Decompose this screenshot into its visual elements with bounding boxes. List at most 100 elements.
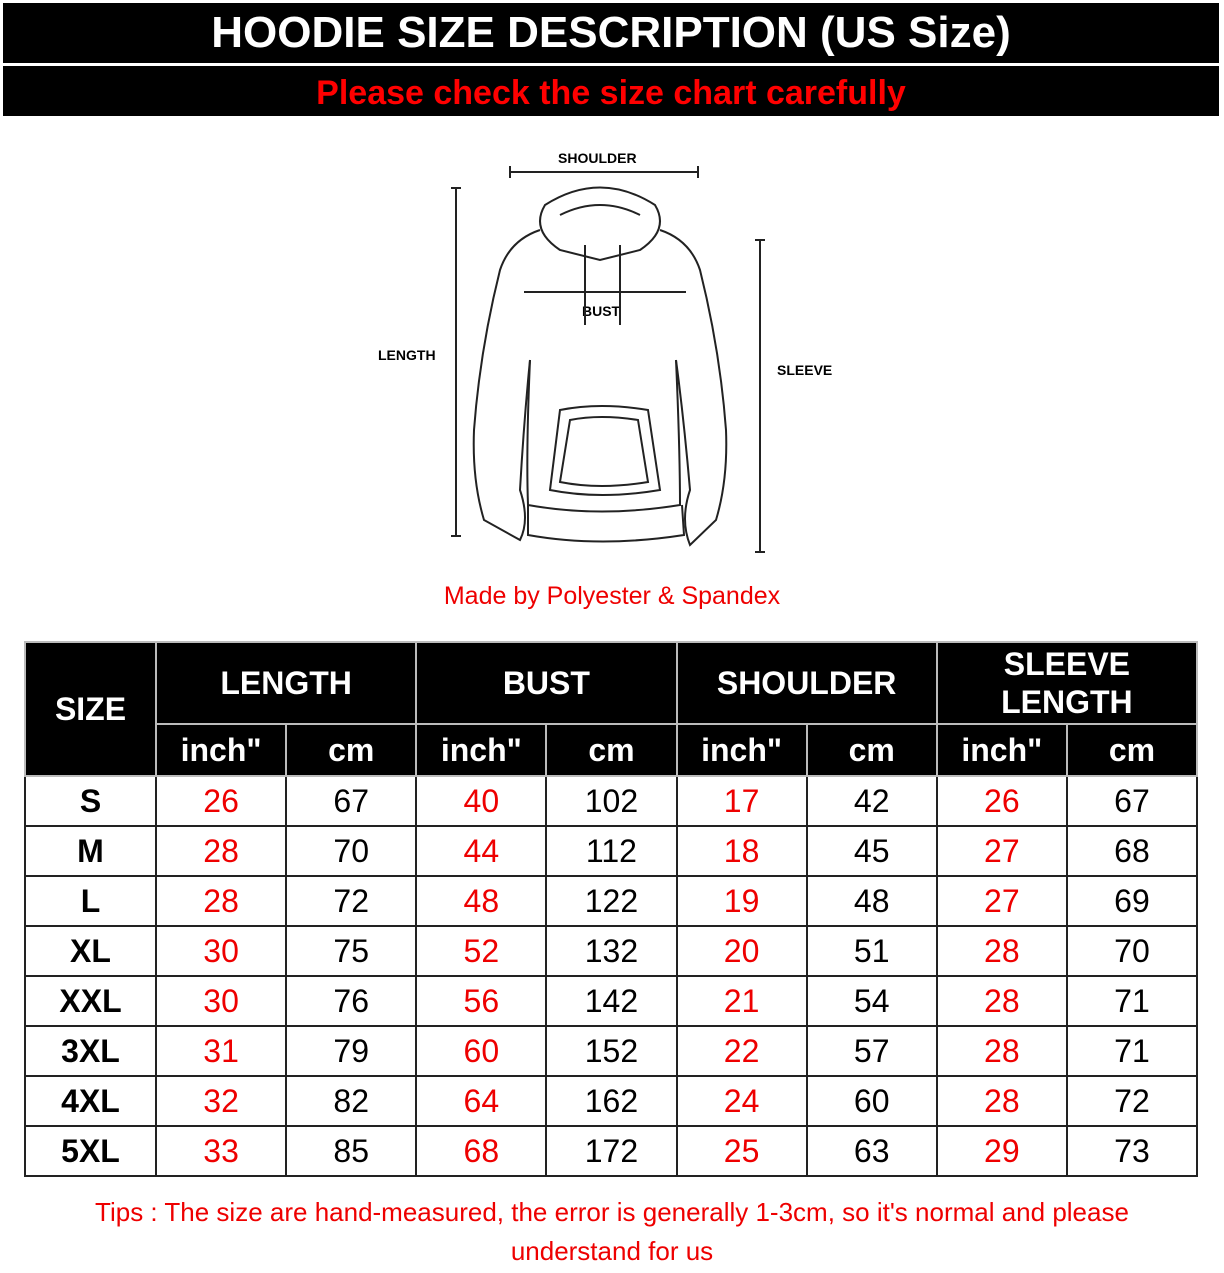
inch-cell: 48 (415, 875, 548, 927)
inch-cell: 22 (675, 1025, 808, 1077)
inch-cell: 28 (935, 925, 1068, 977)
inch-cell: 18 (675, 825, 808, 877)
unit-header: inch" (154, 723, 288, 777)
unit-header: cm (1065, 723, 1199, 777)
inch-cell: 64 (415, 1075, 548, 1127)
inch-cell: 31 (154, 1025, 288, 1077)
unit-header: cm (805, 723, 938, 777)
table-row: XXL 30 76 56 142 21 54 28 71 (24, 975, 1199, 1027)
cm-cell: 82 (285, 1075, 418, 1127)
cm-cell: 79 (285, 1025, 418, 1077)
tips-note: Tips : The size are hand-measured, the e… (95, 1197, 1129, 1266)
cm-cell: 172 (545, 1125, 678, 1177)
cm-cell: 51 (805, 925, 938, 977)
inch-cell: 29 (935, 1125, 1068, 1177)
inch-cell: 56 (415, 975, 548, 1027)
inch-cell: 20 (675, 925, 808, 977)
sleeve-label: SLEEVE (777, 362, 833, 378)
inch-cell: 27 (935, 875, 1068, 927)
inch-cell: 44 (415, 825, 548, 877)
cm-cell: 102 (545, 775, 678, 827)
inch-cell: 60 (415, 1025, 548, 1077)
bust-label: BUST (582, 303, 621, 319)
cm-cell: 142 (545, 975, 678, 1027)
inch-cell: 21 (675, 975, 808, 1027)
page-title: HOODIE SIZE DESCRIPTION (US Size) (3, 3, 1219, 63)
cm-cell: 71 (1065, 1025, 1199, 1077)
shoulder-header: SHOULDER (675, 641, 938, 725)
table-row: 3XL 31 79 60 152 22 57 28 71 (24, 1025, 1199, 1077)
inch-cell: 17 (675, 775, 808, 827)
cm-cell: 132 (545, 925, 678, 977)
inch-cell: 32 (154, 1075, 288, 1127)
cm-cell: 85 (285, 1125, 418, 1177)
inch-cell: 27 (935, 825, 1068, 877)
unit-header: cm (285, 723, 418, 777)
measure-lines (451, 166, 765, 553)
cm-cell: 76 (285, 975, 418, 1027)
bust-header: BUST (415, 641, 678, 725)
cm-cell: 112 (545, 825, 678, 877)
size-table: SIZE LENGTH BUST SHOULDER SLEEVE LENGTH … (24, 641, 1199, 1177)
inch-cell: 40 (415, 775, 548, 827)
table-row: 5XL 33 85 68 172 25 63 29 73 (24, 1125, 1199, 1177)
cm-cell: 152 (545, 1025, 678, 1077)
cm-cell: 71 (1065, 975, 1199, 1027)
cm-cell: 42 (805, 775, 938, 827)
size-header: SIZE (24, 641, 157, 777)
cm-cell: 70 (1065, 925, 1199, 977)
inch-cell: 28 (154, 825, 288, 877)
cm-cell: 45 (805, 825, 938, 877)
cm-cell: 122 (545, 875, 678, 927)
size-cell: 3XL (24, 1025, 157, 1077)
unit-header: inch" (935, 723, 1068, 777)
inch-cell: 68 (415, 1125, 548, 1177)
size-cell: L (24, 875, 157, 927)
cm-cell: 70 (285, 825, 418, 877)
cm-cell: 54 (805, 975, 938, 1027)
hoodie-outline (472, 186, 728, 547)
table-row: L 28 72 48 122 19 48 27 69 (24, 875, 1199, 927)
inch-cell: 28 (935, 975, 1068, 1027)
cm-cell: 48 (805, 875, 938, 927)
cm-cell: 68 (1065, 825, 1199, 877)
inch-cell: 28 (935, 1025, 1068, 1077)
cm-cell: 73 (1065, 1125, 1199, 1177)
size-cell: 4XL (24, 1075, 157, 1127)
inch-cell: 30 (154, 975, 288, 1027)
cm-cell: 72 (285, 875, 418, 927)
inch-cell: 19 (675, 875, 808, 927)
table-row: M 28 70 44 112 18 45 27 68 (24, 825, 1199, 877)
cm-cell: 162 (545, 1075, 678, 1127)
cm-cell: 67 (1065, 775, 1199, 827)
unit-header: inch" (415, 723, 548, 777)
material-note: Made by Polyester & Spandex (443, 582, 781, 610)
table-row: 4XL 32 82 64 162 24 60 28 72 (24, 1075, 1199, 1127)
shoulder-label: SHOULDER (558, 150, 637, 166)
cm-cell: 72 (1065, 1075, 1199, 1127)
inch-cell: 28 (154, 875, 288, 927)
size-cell: XL (24, 925, 157, 977)
unit-header: inch" (675, 723, 808, 777)
unit-header: cm (545, 723, 678, 777)
cm-cell: 57 (805, 1025, 938, 1077)
inch-cell: 24 (675, 1075, 808, 1127)
page-subtitle: Please check the size chart carefully (3, 66, 1219, 116)
hoodie-diagram (451, 166, 765, 553)
cm-cell: 69 (1065, 875, 1199, 927)
inch-cell: 26 (154, 775, 288, 827)
size-cell: S (24, 775, 157, 827)
table-row: XL 30 75 52 132 20 51 28 70 (24, 925, 1199, 977)
sleeve-length-header: SLEEVE LENGTH (935, 641, 1199, 725)
cm-cell: 75 (285, 925, 418, 977)
length-header: LENGTH (154, 641, 418, 725)
inch-cell: 26 (935, 775, 1068, 827)
inch-cell: 33 (154, 1125, 288, 1177)
inch-cell: 25 (675, 1125, 808, 1177)
size-cell: 5XL (24, 1125, 157, 1177)
size-cell: XXL (24, 975, 157, 1027)
table-row: S 26 67 40 102 17 42 26 67 (24, 775, 1199, 827)
cm-cell: 63 (805, 1125, 938, 1177)
inch-cell: 52 (415, 925, 548, 977)
length-label: LENGTH (378, 347, 436, 363)
